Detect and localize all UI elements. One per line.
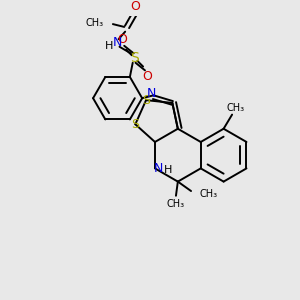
Text: CH₃: CH₃ bbox=[85, 18, 103, 28]
Text: N: N bbox=[113, 37, 122, 50]
Text: O: O bbox=[117, 33, 127, 46]
Text: H: H bbox=[164, 165, 172, 175]
Text: CH₃: CH₃ bbox=[227, 103, 245, 113]
Text: CH₃: CH₃ bbox=[167, 199, 185, 209]
Text: N: N bbox=[147, 87, 156, 100]
Text: S: S bbox=[131, 118, 139, 131]
Text: S: S bbox=[142, 94, 150, 106]
Text: N: N bbox=[154, 162, 164, 175]
Text: H: H bbox=[105, 41, 113, 51]
Text: O: O bbox=[142, 70, 152, 83]
Text: S: S bbox=[130, 51, 139, 65]
Text: O: O bbox=[130, 0, 140, 13]
Text: CH₃: CH₃ bbox=[200, 189, 218, 199]
